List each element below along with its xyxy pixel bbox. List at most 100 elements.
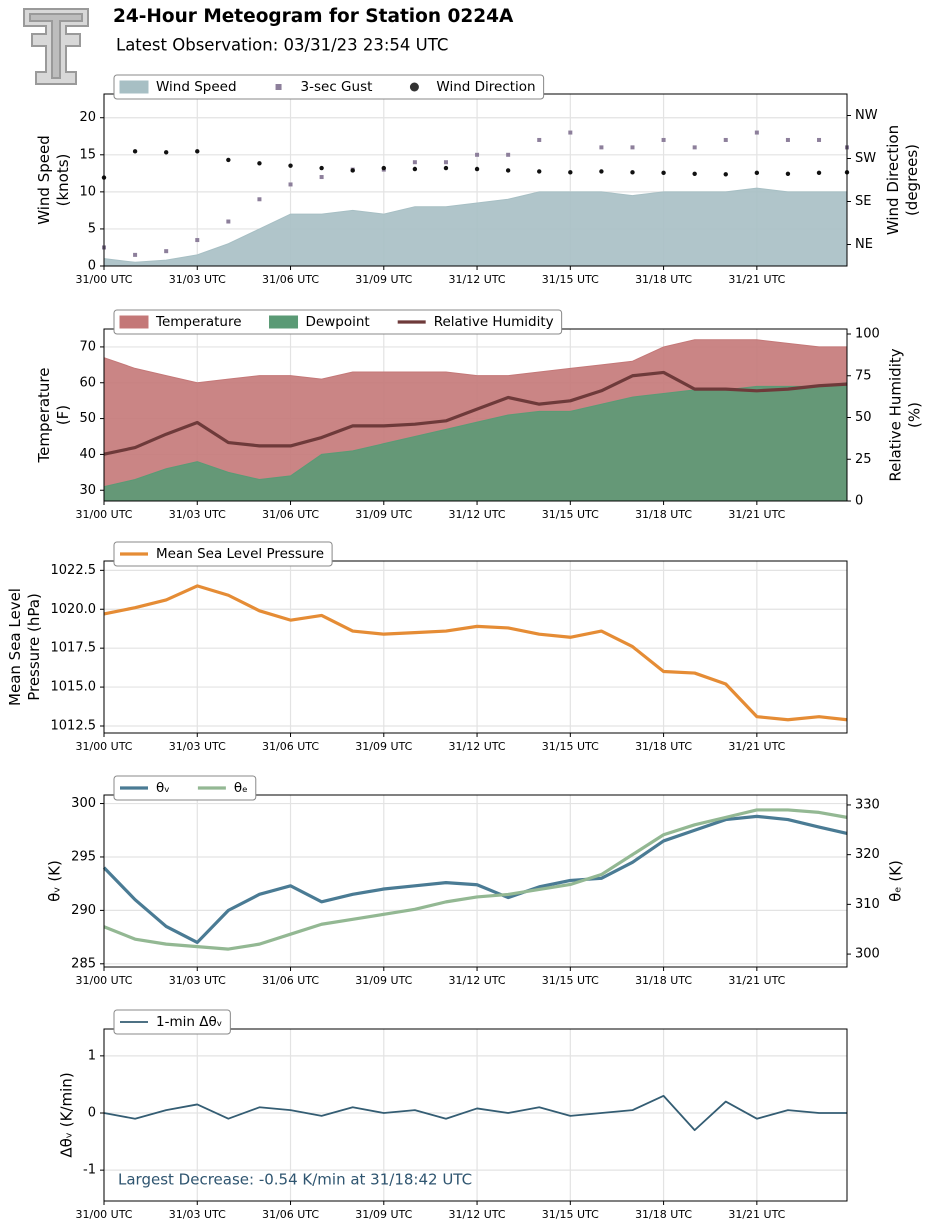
x-tick-label: 31/15 UTC xyxy=(542,508,599,521)
gust-point xyxy=(754,130,759,135)
legend-label: θᵥ xyxy=(156,780,170,796)
y-tick-label: 10 xyxy=(79,184,96,199)
gust-point xyxy=(412,160,417,165)
point xyxy=(195,149,200,154)
y-tick-label: 0 xyxy=(88,259,96,274)
y2-axis-label: (%) xyxy=(905,402,923,428)
legend-swatch xyxy=(275,84,282,90)
panel: 31/00 UTC 31/03 UTC 31/06 UTC 31/09 UTC 31/1… xyxy=(6,541,848,753)
gust-point xyxy=(785,137,790,142)
legend-swatch xyxy=(409,82,419,92)
x-tick-label: 31/15 UTC xyxy=(542,1208,599,1221)
line xyxy=(103,584,848,722)
x-tick-label: 31/03 UTC xyxy=(169,508,226,521)
panel: 31/00 UTC 31/03 UTC 31/06 UTC 31/09 UTC 31/1… xyxy=(35,309,923,521)
y2-axis-label: Relative Humidity xyxy=(886,348,904,481)
x-tick-label: 31/00 UTC xyxy=(75,974,132,987)
y-axis-label: (knots) xyxy=(54,154,72,207)
axes: 31/00 UTC 31/03 UTC 31/06 UTC 31/09 UTC 31/1… xyxy=(35,93,921,286)
series xyxy=(101,130,850,267)
legend-box xyxy=(113,74,545,100)
x-tick-label: 31/15 UTC xyxy=(542,740,599,753)
legend-label: θₑ xyxy=(234,780,248,796)
x-tick-label: 31/18 UTC xyxy=(635,974,692,987)
legend-box xyxy=(113,541,333,567)
y-axis-label: Temperature xyxy=(35,367,53,463)
gust-point xyxy=(568,130,573,135)
y-tick-label: 40 xyxy=(79,447,96,462)
y-axis-label: Δθᵥ (K/min) xyxy=(58,1072,76,1157)
y2-tick-label: 300 xyxy=(855,947,880,962)
x-tick-label: 31/12 UTC xyxy=(449,974,506,987)
gust-point xyxy=(599,145,604,150)
x-tick-label: 31/18 UTC xyxy=(635,508,692,521)
x-tick-label: 31/18 UTC xyxy=(635,273,692,286)
x-tick-label: 31/09 UTC xyxy=(355,1208,412,1221)
x-tick-label: 31/06 UTC xyxy=(262,508,319,521)
gust-point xyxy=(133,252,138,257)
y2-tick-label: 310 xyxy=(855,897,880,912)
series xyxy=(103,1094,847,1132)
gust-point xyxy=(723,137,728,142)
y-tick-label: -1 xyxy=(83,1163,96,1178)
subtitle: Latest Observation: 03/31/23 23:54 UTC xyxy=(116,36,448,55)
y-tick-label: 50 xyxy=(79,411,96,426)
gust-point xyxy=(195,238,200,243)
gust-point xyxy=(537,137,542,142)
series xyxy=(103,339,848,502)
axes: 31/00 UTC 31/03 UTC 31/06 UTC 31/09 UTC 31/1… xyxy=(6,560,848,753)
y-tick-label: 1015.0 xyxy=(51,680,97,695)
x-tick-label: 31/03 UTC xyxy=(169,1208,226,1221)
line xyxy=(103,1094,847,1132)
legend-label: Wind Direction xyxy=(436,79,535,95)
point xyxy=(319,165,324,171)
x-tick-label: 31/06 UTC xyxy=(262,974,319,987)
x-tick-label: 31/12 UTC xyxy=(449,273,506,286)
y2-tick-label: 75 xyxy=(855,368,872,383)
annotation: Largest Decrease: -0.54 K/min at 31/18:4… xyxy=(118,1171,472,1189)
point xyxy=(257,161,262,166)
x-tick-label: 31/00 UTC xyxy=(75,740,132,753)
x-tick-label: 31/18 UTC xyxy=(635,1208,692,1221)
y-tick-label: 285 xyxy=(71,956,96,971)
y2-axis-label: θₑ (K) xyxy=(886,860,904,902)
y-tick-label: 1017.5 xyxy=(51,641,97,656)
plot-frame xyxy=(103,794,848,968)
axes: 31/00 UTC 31/03 UTC 31/06 UTC 31/09 UTC 31/1… xyxy=(35,327,923,521)
legend: Wind Speed 3-sec Gust Wind Direction xyxy=(113,74,545,100)
point xyxy=(288,163,293,168)
grid xyxy=(103,795,847,967)
axes: 31/00 UTC 31/03 UTC 31/06 UTC 31/09 UTC 31/1… xyxy=(46,794,904,987)
y-axis-label: Wind Speed xyxy=(35,135,53,225)
y-axis-label: (F) xyxy=(54,405,72,425)
gust-point xyxy=(506,152,511,157)
y-axis-label: Pressure (hPa) xyxy=(25,593,43,701)
point xyxy=(132,149,138,154)
y-tick-label: 300 xyxy=(71,796,96,811)
point xyxy=(816,170,822,176)
y2-axis-label: (degrees) xyxy=(903,144,921,216)
y-tick-label: 1012.5 xyxy=(51,718,97,733)
logo xyxy=(23,8,89,85)
title: 24-Hour Meteogram for Station 0224A xyxy=(113,6,514,27)
x-tick-label: 31/09 UTC xyxy=(355,508,412,521)
y-tick-label: 1022.5 xyxy=(51,563,97,578)
area xyxy=(103,187,848,267)
x-tick-label: 31/06 UTC xyxy=(262,273,319,286)
point xyxy=(505,168,511,173)
point xyxy=(350,168,355,173)
gust-point xyxy=(319,175,324,180)
x-tick-label: 31/03 UTC xyxy=(169,974,226,987)
x-tick-label: 31/00 UTC xyxy=(75,273,132,286)
x-tick-label: 31/21 UTC xyxy=(728,1208,785,1221)
panel: 31/00 UTC 31/03 UTC 31/06 UTC 31/09 UTC 31/1… xyxy=(46,775,904,987)
point xyxy=(599,169,604,174)
gust-point xyxy=(257,197,262,202)
y-tick-label: 290 xyxy=(71,903,96,918)
axes: 31/00 UTC 31/03 UTC 31/06 UTC 31/09 UTC 31/1… xyxy=(58,1028,848,1221)
y2-tick-label: 100 xyxy=(855,327,880,342)
grid xyxy=(103,1029,847,1201)
y2-tick-label: 0 xyxy=(855,494,863,509)
point xyxy=(785,171,791,176)
legend-label: Temperature xyxy=(155,314,242,330)
